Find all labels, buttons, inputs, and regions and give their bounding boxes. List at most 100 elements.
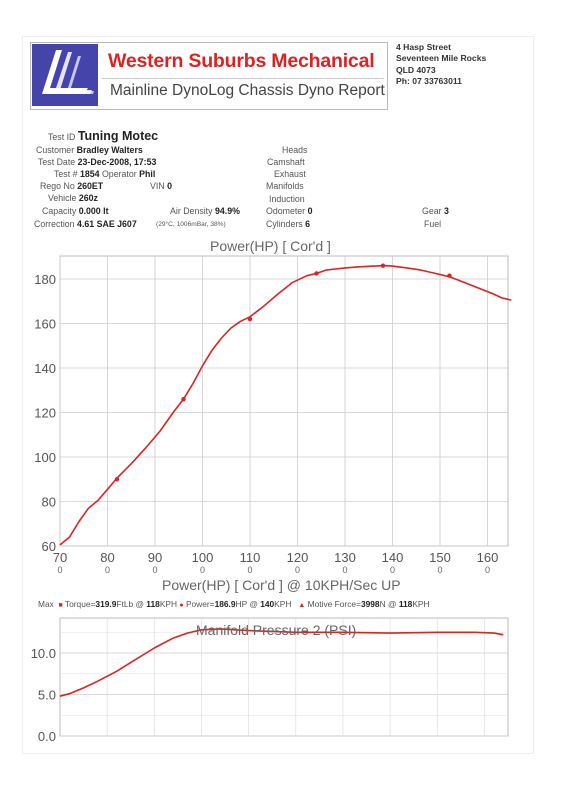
test-id-label: Test ID [48, 132, 76, 142]
max-label: Max [38, 599, 54, 609]
customer-value: Bradley Walters [76, 145, 143, 155]
y-tick-label: 0.0 [38, 729, 56, 744]
cylinders-row: Cylinders 6 [266, 219, 310, 229]
x-tick-label: 110 [240, 550, 261, 565]
power-unit: HP @ [235, 599, 258, 609]
business-name: Western Suburbs Mechanical [108, 50, 375, 72]
gear-value: 3 [444, 206, 449, 216]
x-sub-label: 0 [485, 565, 490, 575]
power-data-point [247, 316, 253, 322]
report-title: Mainline DynoLog Chassis Dyno Report [110, 82, 385, 99]
x-sub-label: 0 [247, 565, 252, 575]
power-curve [59, 264, 512, 546]
dot-marker-icon: ● [179, 602, 184, 609]
x-sub-label: 0 [295, 565, 300, 575]
y-tick-label: 100 [34, 450, 56, 465]
address-line: QLD 4073 [396, 64, 436, 75]
operator-label: Operator [101, 169, 137, 179]
x-sub-label: 0 [200, 565, 205, 575]
square-marker-icon: ■ [58, 602, 63, 609]
header-divider [102, 78, 384, 79]
max-summary: Max ■ Torque=319.9FtLb @ 118KPH ● Power=… [38, 599, 430, 609]
operator-value: Phil [139, 169, 156, 179]
power-data-point [114, 477, 120, 482]
address-line: Ph: 07 33763011 [396, 76, 462, 87]
customer-row: Customer Bradley Walters [36, 145, 143, 155]
cylinders-label: Cylinders [266, 219, 303, 229]
power-chart-title: Power(HP) [ Cor'd ] [210, 238, 331, 254]
odometer-row: Odometer 0 [266, 206, 312, 216]
y-tick-label: 160 [34, 317, 56, 332]
force-unit: N @ [379, 599, 397, 609]
air-density-row: Air Density 94.9% [170, 206, 240, 216]
business-address: 4 Hasp Street Seventeen Mile Rocks QLD 4… [396, 42, 486, 88]
power-data-point [447, 273, 452, 278]
x-tick-label: 80 [100, 550, 114, 565]
x-sub-label: 0 [57, 565, 62, 575]
torque-label: Torque= [64, 599, 96, 609]
power-label: Power= [185, 599, 215, 609]
address-line: Seventeen Mile Rocks [396, 53, 487, 64]
torque-speed: 118 [146, 599, 160, 609]
x-sub-label: 0 [105, 565, 110, 575]
vin-label: VIN [150, 181, 165, 191]
power-data-point [314, 271, 319, 276]
torque-value: 319.9 [95, 599, 117, 609]
y-tick-label: 80 [42, 495, 56, 510]
torque-speed-unit: KPH [159, 599, 178, 609]
test-number-row: Test # 1854 Operator Phil [54, 169, 155, 179]
correction-value: 4.61 SAE J607 [77, 219, 137, 229]
x-sub-label: 0 [437, 565, 442, 575]
test-date-row: Test Date 23-Dec-2008, 17:53 [38, 157, 156, 167]
camshaft-label: Camshaft [267, 157, 305, 167]
gear-label: Gear [422, 206, 442, 216]
x-tick-label: 150 [429, 550, 451, 565]
x-sub-label: 0 [342, 565, 347, 575]
capacity-value: 0.000 lt [78, 206, 109, 216]
x-tick-label: 120 [287, 550, 309, 565]
rego-row: Rego No 260ET [40, 181, 103, 191]
vehicle-label: Vehicle [48, 193, 77, 203]
x-sub-label: 0 [152, 565, 157, 575]
torque-unit: FtLb @ [116, 599, 144, 609]
x-tick-label: 100 [192, 550, 214, 565]
cylinders-value: 6 [305, 219, 311, 229]
power-value: 186.9 [214, 599, 236, 609]
test-number-label: Test # [54, 169, 78, 179]
pressure-chart-title: Manifold Pressure 2 (PSI) [196, 622, 357, 638]
air-density-value: 94.9% [214, 206, 240, 216]
test-date-label: Test Date [38, 157, 76, 167]
capacity-row: Capacity 0.000 lt [42, 206, 109, 216]
x-tick-label: 90 [148, 550, 162, 565]
rego-label: Rego No [40, 181, 75, 191]
vin-row: VIN 0 [150, 181, 172, 191]
vehicle-value: 260z [78, 193, 98, 203]
y-tick-label: 10.0 [31, 646, 56, 661]
x-tick-label: 160 [477, 550, 499, 565]
exhaust-label: Exhaust [274, 169, 306, 179]
pressure-curve [59, 628, 504, 697]
x-tick-label: 140 [382, 550, 404, 565]
power-chart: 6080100120140160180700800900100011001200… [34, 255, 512, 575]
air-conditions: (29°C, 1006mBar, 38%) [156, 221, 226, 228]
force-speed-unit: KPH [412, 599, 430, 609]
air-density-label: Air Density [170, 206, 213, 216]
test-id-value: Tuning Motec [77, 129, 159, 143]
correction-label: Correction [34, 219, 75, 229]
customer-label: Customer [36, 145, 75, 155]
gear-row: Gear 3 [422, 206, 449, 216]
rego-value: 260ET [77, 181, 104, 191]
test-id-row: Test ID Tuning Motec [48, 129, 158, 143]
y-tick-label: 5.0 [38, 688, 56, 703]
power-data-point [380, 263, 386, 268]
test-date-value: 23-Dec-2008, 17:53 [77, 157, 157, 167]
fuel-label: Fuel [424, 219, 442, 229]
manifolds-label: Manifolds [266, 181, 304, 191]
address-line: 4 Hasp Street [396, 42, 451, 52]
y-tick-label: 140 [34, 361, 56, 376]
x-tick-label: 130 [334, 550, 356, 565]
heads-label: Heads [282, 145, 308, 155]
vehicle-row: Vehicle 260z [48, 193, 98, 203]
power-data-point [181, 396, 186, 402]
x-tick-label: 70 [53, 550, 67, 565]
